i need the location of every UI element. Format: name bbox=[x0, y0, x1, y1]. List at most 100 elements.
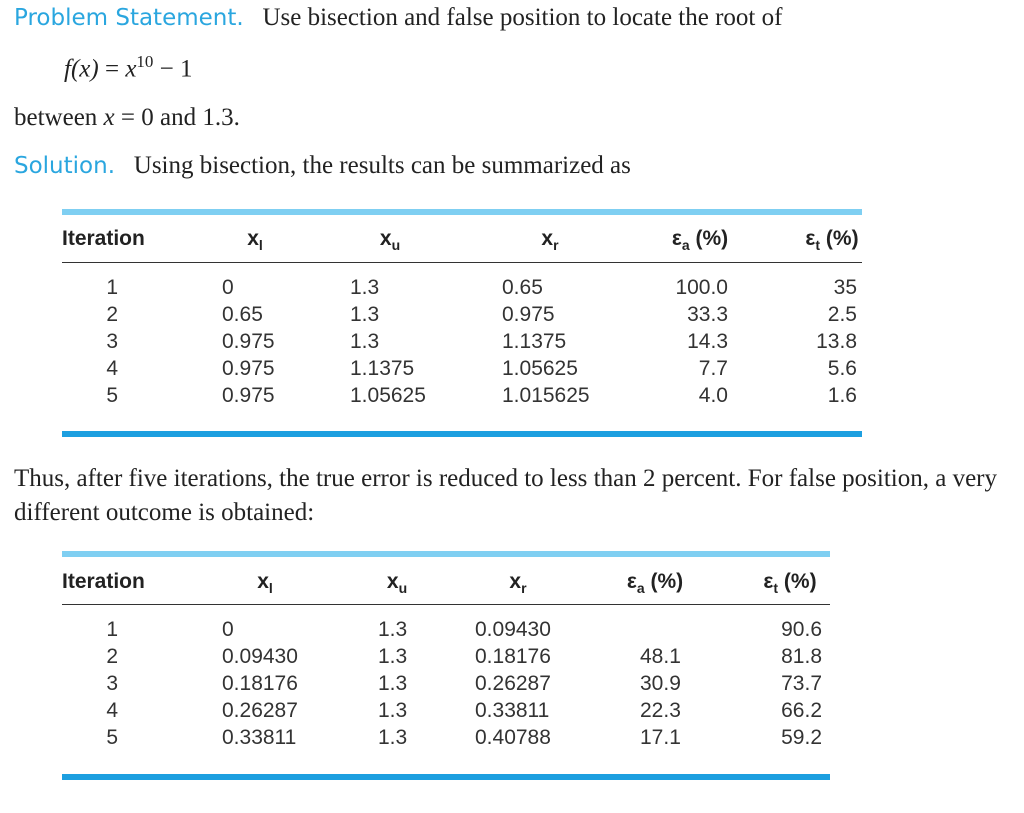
header-cell: xr bbox=[541, 227, 558, 253]
table-cell: 1 bbox=[106, 276, 118, 299]
table-cell: 0 bbox=[222, 276, 234, 299]
header-cell: εt (%) bbox=[805, 227, 858, 253]
equation-base: x bbox=[125, 55, 137, 83]
table-cell: 35 bbox=[833, 276, 857, 299]
table-cell: 1.3 bbox=[378, 645, 408, 668]
header-subscript: l bbox=[268, 580, 273, 597]
paragraph: Thus, after five iterations, the true er… bbox=[14, 465, 998, 526]
table-cell: 2 bbox=[106, 645, 118, 668]
header-symbol: x bbox=[386, 570, 399, 593]
table-cell: 3 bbox=[106, 672, 118, 695]
table-cell: 2 bbox=[106, 303, 118, 326]
solution-label: Solution. bbox=[14, 153, 116, 179]
header-symbol: Iteration bbox=[62, 227, 145, 250]
rule-bot bbox=[62, 431, 862, 437]
table-cell: 48.1 bbox=[640, 645, 681, 668]
table-cell: 1 bbox=[106, 618, 118, 641]
header-cell: Iteration bbox=[62, 570, 145, 594]
table-cell: 1.3 bbox=[378, 699, 408, 722]
table-cell: 33.3 bbox=[687, 303, 728, 326]
range-pre: between bbox=[14, 104, 98, 131]
table-cell: 90.6 bbox=[781, 618, 822, 641]
header-symbol: Iteration bbox=[62, 570, 145, 593]
problem-label: Problem Statement. bbox=[14, 5, 244, 31]
table-cell: 0.33811 bbox=[475, 699, 550, 722]
table-cell: 73.7 bbox=[781, 672, 822, 695]
table-cell: 0.40788 bbox=[475, 726, 551, 749]
header-symbol: x bbox=[541, 227, 554, 250]
header-symbol: x bbox=[247, 227, 259, 250]
range-var: x bbox=[103, 104, 115, 131]
header-subscript: r bbox=[521, 580, 527, 597]
header-subscript: t bbox=[773, 580, 779, 597]
header-symbol: x bbox=[379, 227, 392, 250]
solution-line: Solution. Using bisection, the results c… bbox=[14, 152, 631, 180]
rule-thin bbox=[62, 262, 862, 263]
table-cell: 0.09430 bbox=[475, 618, 551, 641]
table-cell: 5.6 bbox=[827, 357, 857, 380]
equation-rel: = bbox=[104, 55, 120, 83]
header-subscript: t bbox=[815, 237, 821, 254]
table-cell: 59.2 bbox=[781, 726, 822, 749]
header-cell: xl bbox=[247, 227, 263, 253]
table-cell: 4 bbox=[106, 699, 118, 722]
range-post: = 0 and 1.3. bbox=[120, 104, 240, 131]
table-cell: 0.26287 bbox=[475, 672, 551, 695]
table-cell: 4.0 bbox=[698, 384, 728, 407]
table-cell: 0.33811 bbox=[222, 726, 297, 749]
table-cell: 4 bbox=[106, 357, 118, 380]
table-cell: 1.1375 bbox=[350, 357, 415, 380]
problem-line: Problem Statement. Use bisection and fal… bbox=[14, 4, 782, 32]
table-cell: 1.3 bbox=[378, 672, 408, 695]
table-cell: 1.3 bbox=[350, 303, 380, 326]
header-symbol: ε bbox=[626, 570, 637, 593]
table-cell: 1.3 bbox=[378, 726, 408, 749]
table-cell: 0 bbox=[222, 618, 234, 641]
solution-text: Using bisection, the results can be summ… bbox=[133, 152, 631, 179]
table-cell: 0.975 bbox=[222, 384, 275, 407]
equation-lhs: f(x) bbox=[64, 55, 99, 83]
equation-rest: − 1 bbox=[159, 55, 193, 83]
header-cell: εa (%) bbox=[627, 570, 683, 596]
header-symbol: x bbox=[257, 570, 269, 593]
table-cell: 1.3 bbox=[378, 618, 408, 641]
table-cell: 7.7 bbox=[698, 357, 728, 380]
header-subscript: u bbox=[391, 237, 401, 254]
header-unit: (%) bbox=[695, 227, 729, 250]
table-cell: 0.18176 bbox=[475, 645, 551, 668]
table-cell: 1.05625 bbox=[502, 357, 578, 380]
header-symbol: x bbox=[509, 570, 522, 593]
table-cell: 13.8 bbox=[816, 330, 857, 353]
table-cell: 1.05625 bbox=[350, 384, 426, 407]
table-cell: 30.9 bbox=[640, 672, 681, 695]
table-cell: 0.975 bbox=[222, 357, 275, 380]
header-unit: (%) bbox=[650, 570, 684, 593]
header-subscript: r bbox=[553, 237, 559, 254]
rule-bot bbox=[62, 774, 830, 780]
table-cell: 22.3 bbox=[640, 699, 681, 722]
header-subscript: u bbox=[398, 580, 408, 597]
table-cell: 81.8 bbox=[781, 645, 822, 668]
table-cell: 1.3 bbox=[350, 276, 380, 299]
header-cell: xl bbox=[257, 570, 273, 596]
table-cell: 0.975 bbox=[222, 330, 275, 353]
table-cell: 66.2 bbox=[781, 699, 822, 722]
rule-top bbox=[62, 551, 830, 557]
table-cell: 100.0 bbox=[675, 276, 728, 299]
rule-thin bbox=[62, 604, 830, 605]
table-cell: 0.26287 bbox=[222, 699, 298, 722]
header-symbol: ε bbox=[671, 227, 682, 250]
header-cell: Iteration bbox=[62, 227, 145, 251]
table-cell: 0.65 bbox=[222, 303, 263, 326]
table-cell: 1.015625 bbox=[502, 384, 590, 407]
table-cell: 14.3 bbox=[687, 330, 728, 353]
header-symbol: ε bbox=[763, 570, 774, 593]
header-cell: xu bbox=[380, 227, 400, 253]
table-cell: 2.5 bbox=[827, 303, 857, 326]
table-cell: 1.6 bbox=[827, 384, 857, 407]
header-cell: εt (%) bbox=[763, 570, 816, 596]
header-unit: (%) bbox=[783, 570, 817, 593]
table-cell: 5 bbox=[106, 384, 118, 407]
header-subscript: l bbox=[258, 237, 263, 254]
